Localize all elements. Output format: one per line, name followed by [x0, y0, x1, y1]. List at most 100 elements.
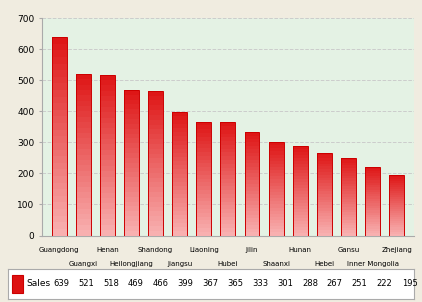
Text: Liaoning: Liaoning	[189, 247, 219, 253]
Bar	[244, 153, 260, 156]
Bar	[389, 230, 404, 232]
Bar	[293, 209, 308, 212]
Bar	[51, 169, 67, 176]
Bar	[341, 178, 356, 181]
Bar	[341, 223, 356, 225]
Bar	[124, 100, 139, 104]
Bar	[196, 178, 211, 182]
Bar	[341, 194, 356, 197]
Bar	[293, 226, 308, 230]
Bar	[244, 146, 260, 149]
Bar	[269, 167, 284, 170]
Bar	[389, 179, 404, 181]
Bar	[341, 207, 356, 210]
Bar	[293, 179, 308, 182]
Bar	[293, 161, 308, 164]
Bar	[293, 170, 308, 173]
Bar	[389, 207, 404, 209]
Bar	[341, 202, 356, 204]
Bar	[172, 149, 187, 153]
Bar	[172, 157, 187, 161]
Bar	[100, 80, 115, 85]
Bar	[341, 158, 356, 160]
Bar	[148, 163, 163, 168]
Bar	[148, 211, 163, 216]
Bar	[76, 79, 91, 85]
Bar	[293, 224, 308, 226]
Bar	[51, 110, 67, 117]
Bar	[51, 156, 67, 163]
Bar	[76, 209, 91, 214]
Bar	[269, 148, 284, 151]
Bar	[365, 178, 380, 180]
Bar	[269, 164, 284, 167]
Bar	[124, 163, 139, 168]
Bar	[51, 50, 67, 57]
Text: 365: 365	[227, 279, 243, 288]
Bar	[293, 146, 308, 149]
Bar	[124, 216, 139, 221]
Bar	[51, 202, 67, 209]
Bar	[293, 164, 308, 167]
Bar	[124, 114, 139, 119]
Bar	[51, 216, 67, 222]
Bar	[100, 107, 115, 112]
Bar	[317, 161, 332, 164]
Bar	[76, 74, 91, 79]
Bar	[365, 226, 380, 229]
Bar	[51, 143, 67, 149]
Text: 288: 288	[302, 279, 318, 288]
Bar	[13, 275, 23, 293]
Bar	[172, 140, 187, 145]
Bar	[51, 37, 67, 44]
Bar	[196, 205, 211, 209]
Bar	[51, 209, 67, 216]
Bar	[196, 125, 211, 129]
Bar	[389, 226, 404, 227]
Bar	[196, 137, 211, 140]
Bar	[148, 130, 163, 134]
Bar	[293, 173, 308, 176]
Bar	[293, 200, 308, 203]
Bar	[341, 217, 356, 220]
Bar	[269, 220, 284, 223]
Bar	[124, 90, 139, 236]
Bar	[76, 219, 91, 225]
Bar	[100, 75, 115, 80]
Bar	[389, 185, 404, 187]
Bar	[172, 203, 187, 207]
Bar	[244, 215, 260, 218]
Bar	[341, 181, 356, 184]
Bar	[220, 122, 235, 126]
Text: Jiangsu: Jiangsu	[167, 261, 192, 267]
Bar	[317, 208, 332, 211]
Text: 518: 518	[103, 279, 119, 288]
Bar	[196, 186, 211, 190]
Bar	[100, 220, 115, 225]
Bar	[124, 211, 139, 216]
Bar	[148, 110, 163, 115]
Bar	[220, 156, 235, 160]
Bar	[317, 164, 332, 166]
Bar	[100, 209, 115, 214]
Bar	[148, 144, 163, 149]
Bar	[244, 201, 260, 204]
Bar	[172, 116, 187, 120]
Bar	[244, 211, 260, 215]
Text: Henan: Henan	[96, 247, 119, 253]
Bar	[148, 226, 163, 231]
Bar	[269, 186, 284, 189]
Bar	[148, 134, 163, 139]
Bar	[244, 167, 260, 170]
Bar	[365, 199, 380, 201]
Bar	[51, 229, 67, 236]
Bar	[220, 122, 235, 236]
Bar	[293, 176, 308, 179]
Bar	[100, 171, 115, 177]
Text: 267: 267	[327, 279, 343, 288]
Bar	[389, 197, 404, 199]
Bar	[148, 178, 163, 182]
Bar	[100, 139, 115, 144]
Bar	[269, 223, 284, 226]
Bar	[196, 148, 211, 152]
